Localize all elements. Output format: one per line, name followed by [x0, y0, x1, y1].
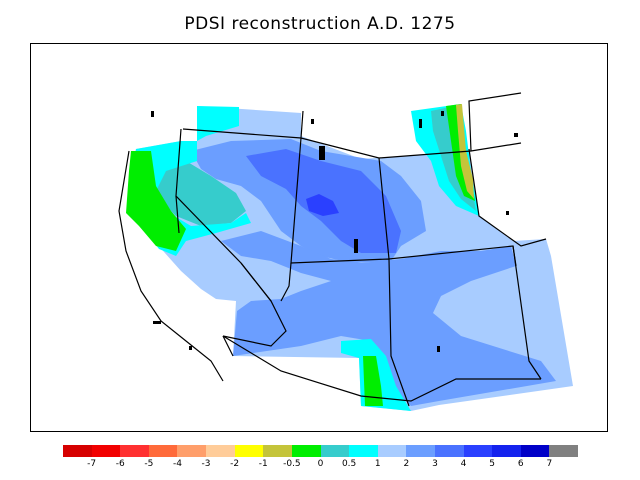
colorbar-segment	[148, 445, 178, 457]
pdsi-field-green-nm	[363, 356, 383, 406]
colorbar-tick-label: -4	[172, 459, 182, 469]
colorbar-tick-label: -6	[115, 459, 125, 469]
colorbar-tick-label: -3	[201, 459, 211, 469]
colorbar-tick-label: -0.5	[283, 459, 301, 469]
colorbar-segment	[520, 445, 550, 457]
map-panel	[30, 43, 608, 432]
colorbar-segment	[177, 445, 207, 457]
colorbar-segment	[120, 445, 150, 457]
colorbar-segment	[549, 445, 579, 457]
colorbar-tick-label: 3	[432, 459, 438, 469]
colorbar-segment	[492, 445, 522, 457]
colorbar-segment	[263, 445, 293, 457]
state-borders	[118, 92, 547, 407]
colorbar-segment	[320, 445, 350, 457]
colorbar-tick-label: -5	[144, 459, 154, 469]
map-title: PDSI reconstruction A.D. 1275	[184, 14, 456, 34]
colorbar-segment	[63, 445, 93, 457]
colorbar-tick-label: 4	[460, 459, 467, 469]
colorbar-tick-label: 0.5	[341, 459, 357, 469]
colorbar-tick-label: 1	[374, 459, 381, 469]
colorbar-segment	[349, 445, 379, 457]
pdsi-field-cyan-top	[197, 106, 239, 141]
colorbar-segment	[234, 445, 264, 457]
colorbar-tick-label: -7	[87, 459, 97, 469]
pdsi-field-green-west	[126, 151, 186, 251]
colorbar-tick-label: -1	[258, 459, 268, 469]
pdsi-colorbar	[63, 445, 579, 458]
colorbar-segment	[406, 445, 436, 457]
colorbar-segment	[377, 445, 407, 457]
colorbar-tick-label: 2	[403, 459, 410, 469]
colorbar-segment	[463, 445, 493, 457]
small-features	[151, 111, 518, 352]
colorbar-tick-label: 0	[317, 459, 324, 469]
pdsi-map	[118, 92, 573, 411]
colorbar-segment	[291, 445, 321, 457]
pdsi-field-3-south	[221, 231, 556, 406]
colorbar-tick-label: 5	[489, 459, 496, 469]
colorbar-segment	[91, 445, 121, 457]
colorbar-segment	[434, 445, 465, 457]
colorbar-segment	[206, 445, 236, 457]
colorbar-tick-label: 7	[546, 459, 553, 469]
pdsi-field-teal-nv	[151, 161, 246, 226]
colorbar-tick-label: -2	[230, 459, 240, 469]
colorbar-tick-label: 6	[517, 459, 524, 469]
pdsi-field-5-core	[306, 194, 339, 216]
